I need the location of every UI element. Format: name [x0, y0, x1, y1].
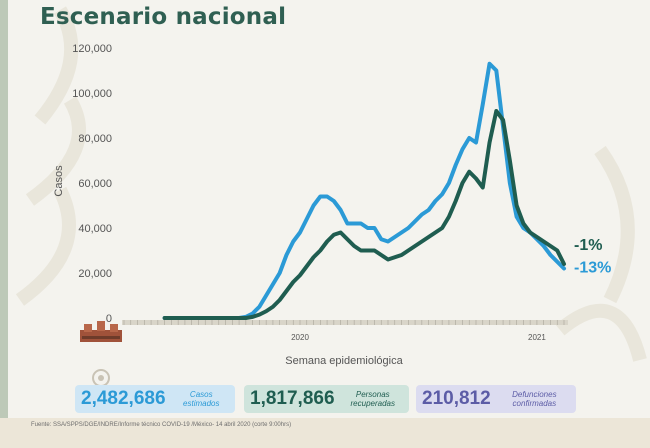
stat-estimated-cases: 2,482,686 Casos estimados — [75, 385, 235, 413]
stat-confirmed-deaths: 210,812 Defunciones confirmadas — [416, 385, 576, 413]
stat-value: 1,817,866 — [250, 388, 335, 409]
y-tick-label: 60,000 — [78, 178, 112, 190]
y-tick-label: 40,000 — [78, 223, 112, 235]
y-tick-label: 120,000 — [72, 43, 112, 55]
series-line — [162, 61, 566, 320]
y-tick-label: 0 — [106, 313, 112, 325]
series-end-label: -13% — [574, 260, 611, 277]
x-year-label: 2020 — [291, 333, 309, 342]
monument-logo — [80, 321, 122, 342]
stat-recovered: 1,817,866 Personas recuperadas — [244, 385, 409, 413]
series-end-label: -1% — [574, 237, 602, 254]
stat-label: Casos estimados — [183, 390, 220, 408]
y-axis-label: Casos — [53, 165, 65, 197]
page-title: Escenario nacional — [40, 4, 287, 30]
y-tick-label: 80,000 — [78, 133, 112, 145]
left-accent-bar — [0, 0, 8, 448]
stat-value: 210,812 — [422, 388, 491, 409]
footer-bar: Fuente: SSA/SPPS/DGE/INDRE/Informe técni… — [0, 418, 650, 448]
source-note: Fuente: SSA/SPPS/DGE/INDRE/Informe técni… — [31, 422, 292, 428]
y-tick-label: 100,000 — [72, 88, 112, 100]
stat-label: Defunciones confirmadas — [512, 390, 557, 408]
series-line — [162, 109, 566, 320]
y-tick-label: 20,000 — [78, 268, 112, 280]
x-axis-label: Semana epidemiológica — [285, 355, 403, 367]
x-year-label: 2021 — [528, 333, 546, 342]
stat-label: Personas recuperadas — [350, 390, 395, 408]
x-axis-strip — [122, 320, 568, 325]
line-chart: 0 20,000 40,000 60,000 80,000 100,000 120,000 C… — [53, 43, 611, 367]
stat-value: 2,482,686 — [81, 388, 166, 409]
